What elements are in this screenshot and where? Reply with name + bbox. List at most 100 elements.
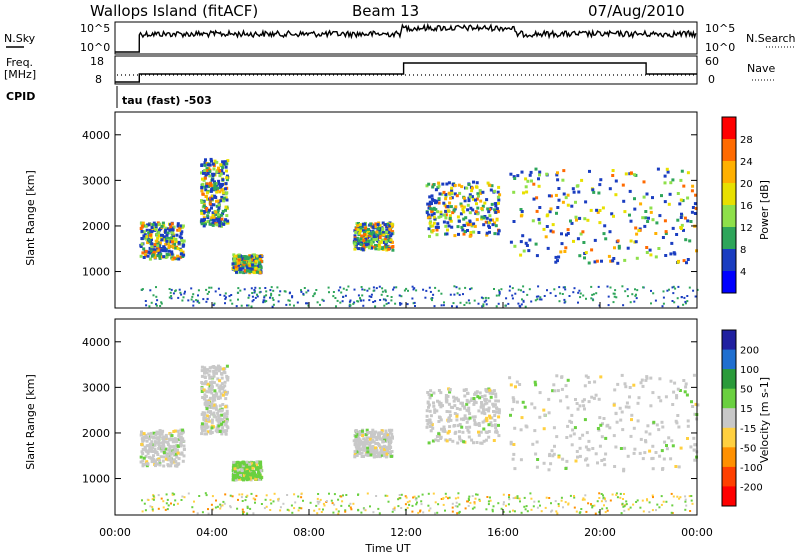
heatmap-cell bbox=[604, 452, 608, 456]
heatmap-cell bbox=[179, 252, 183, 256]
heatmap-cell bbox=[558, 286, 561, 289]
heatmap-cell bbox=[374, 430, 378, 434]
heatmap-cell bbox=[204, 371, 208, 374]
heatmap-cell bbox=[509, 383, 513, 387]
heatmap-cell bbox=[676, 387, 680, 391]
heatmap-cell bbox=[478, 498, 481, 501]
heatmap-cell bbox=[232, 253, 236, 257]
heatmap-cell bbox=[452, 302, 455, 305]
heatmap-cell bbox=[264, 287, 267, 289]
heatmap-cell bbox=[490, 202, 494, 206]
heatmap-cell bbox=[465, 402, 469, 406]
heatmap-cell bbox=[625, 503, 628, 506]
heatmap-cell bbox=[242, 262, 246, 266]
heatmap-cell bbox=[617, 246, 621, 250]
heatmap-cell bbox=[448, 414, 452, 417]
heatmap-cell bbox=[239, 267, 242, 271]
heatmap-cell bbox=[319, 498, 322, 501]
heatmap-cell bbox=[206, 220, 210, 224]
heatmap-cell bbox=[285, 303, 288, 306]
heatmap-cell bbox=[561, 293, 564, 295]
heatmap-cell bbox=[244, 499, 247, 502]
heatmap-cell bbox=[515, 400, 519, 404]
heatmap-cell bbox=[384, 429, 388, 433]
heatmap-cell bbox=[147, 223, 151, 227]
heatmap-cell bbox=[251, 263, 255, 267]
heatmap-cell bbox=[539, 298, 542, 301]
heatmap-cell bbox=[469, 231, 473, 234]
heatmap-cell bbox=[477, 433, 481, 437]
heatmap-cell bbox=[585, 431, 589, 435]
heatmap-cell bbox=[215, 499, 217, 502]
heatmap-cell bbox=[386, 295, 389, 297]
heatmap-cell bbox=[215, 160, 219, 164]
heatmap-cell bbox=[643, 224, 647, 228]
heatmap-cell bbox=[502, 493, 505, 496]
heatmap-cell bbox=[214, 407, 218, 411]
heatmap-cell bbox=[574, 459, 578, 463]
heatmap-cell bbox=[200, 422, 204, 426]
heatmap-cell bbox=[600, 435, 604, 439]
heatmap-cell bbox=[147, 448, 151, 452]
heatmap-cell bbox=[170, 231, 174, 235]
heatmap-cell bbox=[221, 209, 225, 213]
heatmap-cell bbox=[415, 497, 418, 500]
heatmap-cell bbox=[537, 177, 540, 181]
heatmap-cell bbox=[246, 264, 250, 268]
heatmap-cell bbox=[453, 431, 457, 435]
heatmap-cell bbox=[522, 191, 525, 195]
heatmap-cell bbox=[158, 445, 161, 448]
heatmap-cell bbox=[223, 389, 227, 393]
heatmap-cell bbox=[200, 387, 204, 391]
heatmap-cell bbox=[142, 432, 146, 436]
heatmap-cell bbox=[387, 227, 391, 231]
heatmap-cell bbox=[459, 301, 462, 304]
heatmap-cell bbox=[369, 222, 373, 226]
colorbar-swatch bbox=[722, 330, 736, 351]
heatmap-cell bbox=[382, 454, 386, 458]
heatmap-cell bbox=[516, 174, 520, 178]
heatmap-cell bbox=[532, 505, 535, 508]
heatmap-cell bbox=[216, 505, 219, 508]
heatmap-cell bbox=[524, 305, 527, 308]
heatmap-cell bbox=[217, 179, 221, 183]
heatmap-cell bbox=[225, 429, 229, 433]
heatmap-cell bbox=[593, 238, 597, 242]
heatmap-cell bbox=[364, 239, 368, 243]
heatmap-cell bbox=[425, 211, 429, 215]
heatmap-cell bbox=[161, 459, 165, 463]
heatmap-cell bbox=[651, 444, 655, 448]
heatmap-cell bbox=[470, 189, 474, 193]
heatmap-cell bbox=[244, 475, 248, 479]
heatmap-cell bbox=[444, 193, 448, 196]
heatmap-cell bbox=[487, 423, 491, 427]
heatmap-cell bbox=[181, 495, 184, 498]
heatmap-cell bbox=[155, 451, 159, 455]
heatmap-cell bbox=[368, 287, 371, 290]
heatmap-cell bbox=[252, 476, 256, 479]
heatmap-cell bbox=[583, 217, 587, 221]
heatmap-cell bbox=[242, 271, 246, 275]
heatmap-cell bbox=[490, 184, 494, 188]
colorbar-tick-label: 50 bbox=[740, 385, 753, 396]
heatmap-cell bbox=[354, 227, 358, 231]
heatmap-cell bbox=[437, 400, 441, 404]
heatmap-cell bbox=[482, 427, 486, 431]
heatmap-cell bbox=[263, 296, 266, 299]
heatmap-cell bbox=[162, 235, 166, 239]
heatmap-cell bbox=[646, 424, 650, 428]
heatmap-cell bbox=[686, 196, 690, 200]
heatmap-cell bbox=[344, 509, 347, 512]
heatmap-cell bbox=[635, 256, 639, 260]
heatmap-cell bbox=[353, 247, 357, 251]
heatmap-cell bbox=[693, 443, 697, 447]
heatmap-cell bbox=[384, 494, 387, 497]
heatmap-cell bbox=[482, 305, 485, 307]
heatmap-cell bbox=[181, 250, 185, 254]
heatmap-cell bbox=[205, 494, 208, 497]
colorbar-frame bbox=[721, 116, 737, 294]
heatmap-cell bbox=[455, 305, 458, 308]
heatmap-cell bbox=[474, 198, 477, 202]
heatmap-cell bbox=[388, 431, 392, 435]
heatmap-cell bbox=[217, 386, 221, 390]
